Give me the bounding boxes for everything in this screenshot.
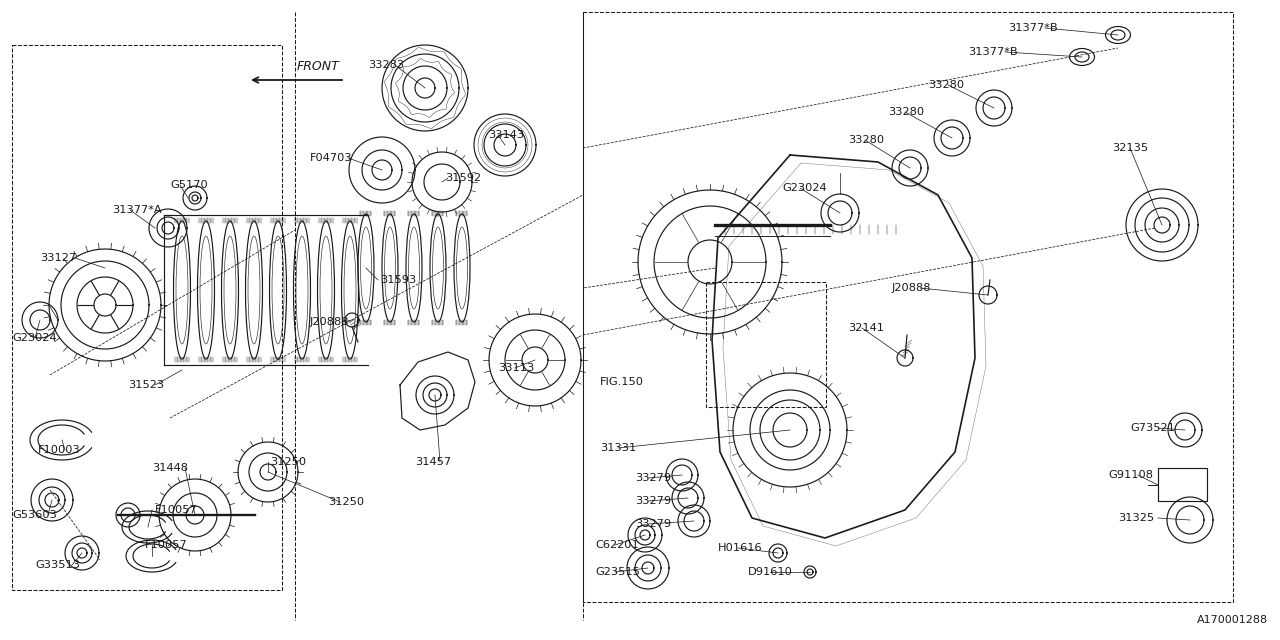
Text: 31250: 31250: [328, 497, 364, 507]
Text: 31457: 31457: [415, 457, 451, 467]
Text: 33280: 33280: [849, 135, 884, 145]
Text: 33279: 33279: [635, 519, 671, 529]
Text: 33280: 33280: [928, 80, 964, 90]
Text: 33127: 33127: [40, 253, 76, 263]
Text: J20888: J20888: [310, 317, 349, 327]
Text: 31325: 31325: [1117, 513, 1155, 523]
Text: A170001288: A170001288: [1197, 615, 1268, 625]
Text: F04703: F04703: [310, 153, 352, 163]
Text: 33113: 33113: [498, 363, 534, 373]
Text: G73521: G73521: [1130, 423, 1175, 433]
Text: 33279: 33279: [635, 496, 671, 506]
Text: 31448: 31448: [152, 463, 188, 473]
Text: F10003: F10003: [38, 445, 81, 455]
Text: 32135: 32135: [1112, 143, 1148, 153]
Text: 31250: 31250: [270, 457, 306, 467]
Text: 31523: 31523: [128, 380, 164, 390]
Text: G53603: G53603: [12, 510, 56, 520]
Text: J20888: J20888: [892, 283, 932, 293]
Text: G23024: G23024: [782, 183, 827, 193]
Text: 31592: 31592: [445, 173, 481, 183]
Text: 33143: 33143: [488, 130, 524, 140]
Text: 32141: 32141: [849, 323, 884, 333]
Text: F10057: F10057: [155, 505, 197, 515]
Text: C62201: C62201: [595, 540, 639, 550]
Bar: [12, 45, 282, 590]
Text: 31377*B: 31377*B: [968, 47, 1018, 57]
Text: 33280: 33280: [888, 107, 924, 117]
Text: FIG.150: FIG.150: [600, 377, 644, 387]
Text: H01616: H01616: [718, 543, 763, 553]
Text: G91108: G91108: [1108, 470, 1153, 480]
Bar: [1158, 468, 1207, 501]
Text: 31331: 31331: [600, 443, 636, 453]
Text: 33279: 33279: [635, 473, 671, 483]
Text: 31377*A: 31377*A: [113, 205, 161, 215]
Text: D91610: D91610: [748, 567, 792, 577]
Bar: [707, 282, 826, 407]
Text: 33283: 33283: [369, 60, 404, 70]
Text: G23515: G23515: [595, 567, 640, 577]
Text: F10057: F10057: [145, 540, 188, 550]
Text: 31377*B: 31377*B: [1009, 23, 1057, 33]
Text: 31593: 31593: [380, 275, 416, 285]
Text: G33513: G33513: [35, 560, 79, 570]
Text: FRONT: FRONT: [297, 60, 339, 72]
Text: G23024: G23024: [12, 333, 56, 343]
Text: G5170: G5170: [170, 180, 207, 190]
Bar: [582, 12, 1233, 602]
